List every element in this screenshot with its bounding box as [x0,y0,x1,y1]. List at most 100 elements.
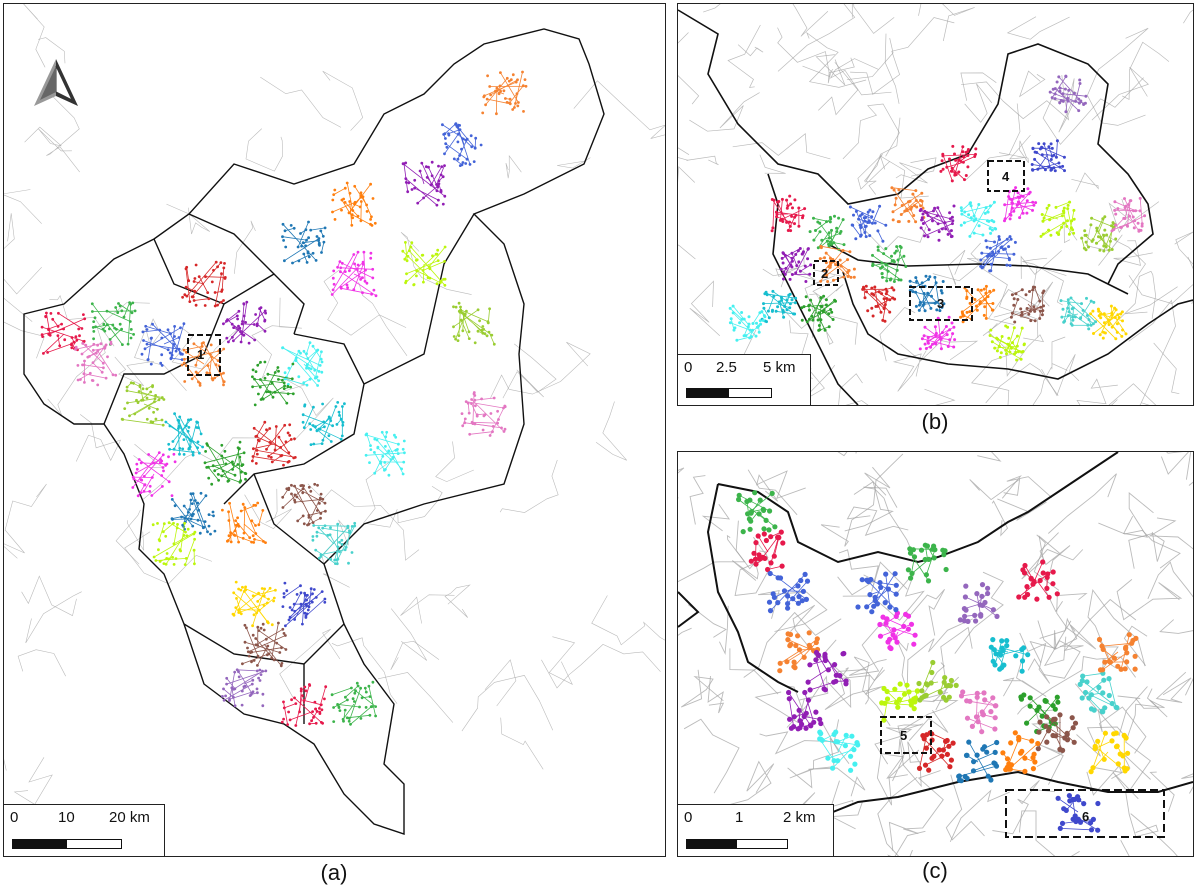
cluster-edge [973,762,995,772]
cluster-node [255,611,259,615]
cluster-edge [404,242,413,260]
cluster-node [779,563,785,569]
cluster-node [1022,342,1026,346]
cluster-node [1015,358,1019,362]
cluster-node [285,589,289,593]
cluster-node [237,524,241,528]
cluster-node [406,190,410,194]
cluster-node [194,303,198,307]
cluster-node [244,477,247,481]
cluster-node [757,330,761,334]
cluster-node [348,200,352,203]
cluster-node [925,578,932,584]
cluster-node [1108,239,1112,243]
cluster-edge [243,507,246,534]
cluster-node [905,567,911,573]
cluster-node [183,521,187,525]
road-segment [718,605,729,655]
cluster-edge [229,672,236,701]
road-segment [1108,383,1157,405]
cluster-node [322,420,326,424]
cluster-edge [1021,647,1024,672]
cluster-node [1118,666,1124,672]
cluster-node [779,267,783,271]
cluster-node [941,280,945,283]
cluster-edge [282,347,321,366]
cluster-node [940,305,944,309]
road-segment [1174,231,1193,305]
cluster-node [135,467,139,471]
cluster-node [313,482,317,486]
cluster-edge [782,208,805,220]
cluster-node [929,306,933,310]
road-segment [784,685,811,718]
cluster-node [806,642,812,648]
cluster-node [227,510,231,514]
cluster-node [317,427,321,431]
cluster-node [1019,748,1025,754]
cluster-node [923,209,927,213]
cluster-edge [1081,237,1085,249]
cluster-node [489,93,492,97]
cluster-node [83,359,86,363]
cluster-node [56,334,60,337]
cluster-edge [1037,153,1049,170]
cluster-node [926,214,930,217]
road-segment [44,87,80,173]
cluster-node [353,691,357,695]
cluster-node [866,309,870,313]
cluster-edge [779,651,799,664]
cluster-edge [303,700,322,706]
cluster-node [771,289,775,293]
cluster-edge [990,236,1000,271]
cluster-node [158,560,162,563]
cluster-node [924,543,930,549]
cluster-edge [1070,297,1096,323]
cluster-edge [984,202,995,214]
cluster-node [238,326,242,330]
cluster-node [305,364,309,368]
cluster-node [742,334,746,338]
cluster-node [150,336,153,340]
cluster-node [1031,208,1034,212]
cluster-node [1025,652,1031,658]
cluster-node [464,162,468,165]
cluster-node [76,364,80,367]
cluster-node [759,322,763,326]
cluster-node [173,460,177,464]
cluster-node [774,309,778,313]
cluster-node [803,596,809,602]
cluster-node [207,476,211,480]
cluster-edge [764,293,796,299]
cluster-node [496,409,499,413]
cluster-node [467,330,471,334]
cluster-node [222,266,226,270]
cluster-edge [762,537,778,558]
cluster-node [162,469,165,473]
cluster-node [867,592,873,598]
cluster-node [824,303,828,307]
cluster-edge [233,310,266,342]
cluster-node [1026,187,1030,191]
cluster-node [794,213,798,217]
cluster-node [988,334,992,337]
cluster-node [923,745,929,751]
road-segment [877,776,918,856]
cluster-node [988,777,994,783]
cluster-node [257,676,260,680]
cluster-node [1008,217,1012,221]
cluster-node [893,582,899,588]
cluster-edge [158,523,165,540]
cluster-node [317,556,321,560]
cluster-node [131,301,135,305]
cluster-node [894,700,900,706]
cluster-node [251,678,255,682]
scale-tick-1: 10 [58,809,75,826]
cluster-edge [1098,308,1123,337]
cluster-node [980,712,986,718]
cluster-node [129,302,132,306]
road-segment [1108,198,1160,234]
cluster-node [513,106,516,109]
cluster-node [1050,581,1056,587]
cluster-node [1055,231,1059,235]
